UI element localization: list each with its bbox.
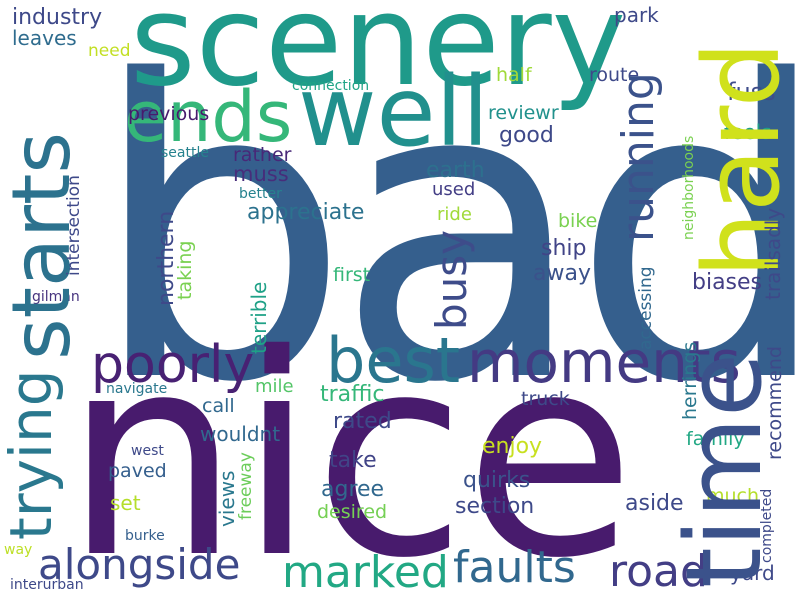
word-industry: industry (12, 5, 103, 30)
word-family: family (686, 428, 745, 450)
word-seattle: seattle (161, 145, 209, 161)
word-rather: rather (233, 144, 292, 166)
word-way: way (4, 542, 33, 558)
word-busy: busy (427, 229, 476, 330)
word-fuss: fuss (727, 78, 776, 106)
word-park: park (614, 3, 659, 27)
word-trailsadly: trailsadly (761, 207, 785, 300)
word-leaves: leaves (12, 26, 77, 50)
word-bike: bike (558, 210, 598, 232)
word-much: much (706, 485, 760, 507)
word-completed: completed (759, 488, 775, 563)
word-appreciate: appreciate (247, 200, 365, 225)
word-ship: ship (541, 236, 587, 261)
word-intersection: intersection (64, 175, 84, 276)
word-used: used (432, 179, 476, 200)
word-views: views (215, 470, 239, 527)
word-call: call (202, 395, 235, 417)
word-first: first (333, 264, 371, 286)
word-traffic: traffic (320, 382, 385, 407)
word-alongside: alongside (38, 540, 241, 589)
word-take: take (329, 448, 377, 473)
word-agree: agree (321, 477, 385, 502)
word-yard: yard (730, 561, 775, 585)
word-trying: trying (0, 369, 65, 540)
word-poorly: poorly (91, 335, 255, 395)
word-enjoy: enjoy (482, 434, 543, 459)
word-navigate: navigate (106, 381, 168, 397)
word-muss: muss (233, 162, 289, 186)
word-good: good (499, 123, 554, 148)
word-wouldnt: wouldnt (200, 422, 281, 446)
word-half: half (496, 64, 532, 86)
word-aside: aside (625, 491, 684, 516)
word-west: west (131, 443, 164, 459)
word-nice: nice (64, 295, 635, 600)
word-truck: truck (521, 388, 570, 410)
word-road: road (609, 546, 708, 597)
word-ride: ride (437, 204, 472, 225)
word-best: best (326, 324, 461, 397)
word-rated: rated (333, 409, 392, 434)
word-earth: earth (426, 158, 485, 183)
word-away: away (533, 261, 591, 286)
word-terrible: terrible (247, 281, 271, 354)
word-section: section (455, 494, 535, 519)
word-recommend: recommend (764, 346, 786, 460)
word-moments: moments (467, 328, 741, 396)
word-freeway: freeway (236, 452, 256, 520)
word-paved: paved (108, 460, 167, 482)
word-neighborhoods: neighborhoods (681, 135, 697, 240)
word-need: need (88, 41, 131, 61)
word-better: better (239, 186, 282, 202)
word-gilman: gilman (32, 289, 80, 305)
word-marked: marked (282, 547, 449, 598)
word-burke: burke (125, 528, 165, 544)
word-set: set (110, 491, 141, 515)
word-accessing: accessing (636, 266, 656, 350)
word-quirks: quirks (463, 468, 531, 493)
word-well: well (298, 56, 489, 168)
word-mile: mile (255, 376, 294, 397)
word-connection: connection (292, 78, 370, 94)
word-interurban: interurban (10, 577, 84, 593)
word-ends: ends (124, 76, 293, 158)
word-feels: feels (724, 120, 772, 144)
word-desired: desired (317, 501, 388, 523)
word-biases: biases (692, 270, 763, 295)
word-taking: taking (174, 240, 196, 300)
word-running: running (613, 72, 664, 242)
word-herrings: herrings (679, 341, 701, 420)
word-scenery: scenery (130, 0, 627, 114)
word-route: route (589, 64, 640, 86)
word-bad: bad (90, 0, 800, 472)
word-faults: faults (453, 542, 576, 593)
word-previous: previous (128, 103, 210, 125)
word-reviewr: reviewr (488, 102, 559, 124)
